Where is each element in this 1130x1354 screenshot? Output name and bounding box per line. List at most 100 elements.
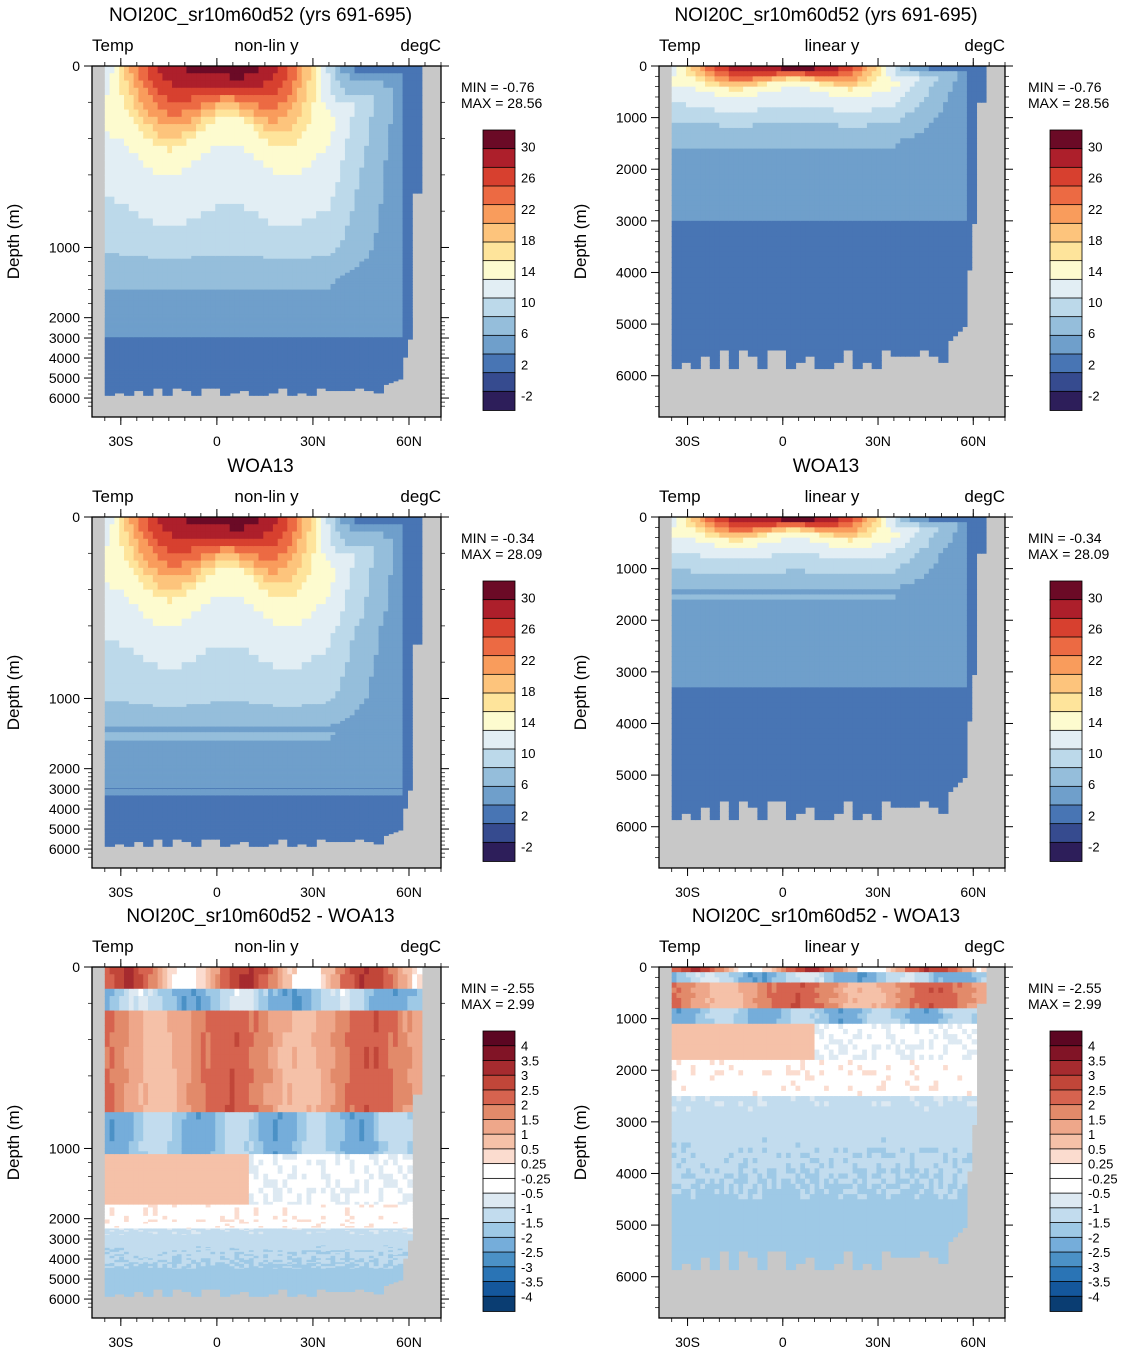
field-cell xyxy=(114,240,119,248)
field-cell xyxy=(186,182,191,190)
field-cell xyxy=(186,211,191,219)
field-cell xyxy=(239,168,244,176)
field-cell xyxy=(143,88,148,96)
field-cell xyxy=(158,131,163,139)
field-cell xyxy=(172,95,177,103)
unit-label: degC xyxy=(400,36,441,55)
field-cell xyxy=(138,189,143,197)
field-cell xyxy=(206,139,211,147)
field-cell xyxy=(201,197,206,205)
field-cell xyxy=(220,73,225,81)
field-cell xyxy=(143,102,148,110)
field-cell xyxy=(143,153,148,161)
field-cell xyxy=(239,240,244,248)
field-cell xyxy=(105,168,110,176)
field-cell xyxy=(249,102,254,110)
field-cell xyxy=(153,102,158,110)
field-cell xyxy=(249,160,254,168)
field-cell xyxy=(167,204,172,212)
field-cell xyxy=(110,189,115,197)
field-cell xyxy=(129,211,134,219)
field-cell xyxy=(148,197,153,205)
field-cell xyxy=(129,73,134,81)
field-cell xyxy=(234,88,239,96)
field-cell xyxy=(162,189,167,197)
field-cell xyxy=(220,240,225,248)
field-cell xyxy=(134,146,139,154)
field-cell xyxy=(167,211,172,219)
field-cell xyxy=(230,168,235,176)
field-cell xyxy=(138,95,143,103)
field-cell xyxy=(182,240,187,248)
field-cell xyxy=(124,395,129,396)
field-cell xyxy=(172,211,177,219)
field-cell xyxy=(129,160,134,168)
field-cell xyxy=(186,160,191,168)
field-cell xyxy=(172,168,177,176)
field-cell xyxy=(206,211,211,219)
field-cell xyxy=(148,226,153,234)
field-cell xyxy=(215,73,220,81)
field-cell xyxy=(158,160,163,168)
field-cell xyxy=(148,139,153,147)
field-cell xyxy=(167,124,172,132)
field-cell xyxy=(239,66,244,74)
field-cell xyxy=(191,395,196,396)
field-cell xyxy=(201,160,206,168)
field-cell xyxy=(134,189,139,197)
field-cell xyxy=(162,88,167,96)
field-cell xyxy=(105,73,110,81)
field-cell xyxy=(220,233,225,241)
field-cell xyxy=(158,240,163,248)
field-cell xyxy=(249,110,254,118)
field-cell xyxy=(119,102,124,110)
field-cell xyxy=(239,124,244,132)
field-cell xyxy=(182,189,187,197)
field-cell xyxy=(158,95,163,103)
field-cell xyxy=(153,189,158,197)
field-cell xyxy=(167,395,172,396)
field-cell xyxy=(182,73,187,81)
field-cell xyxy=(215,110,220,118)
field-cell xyxy=(225,117,230,125)
field-cell xyxy=(201,388,206,389)
field-cell xyxy=(158,175,163,183)
field-cell xyxy=(177,233,182,241)
field-cell xyxy=(225,110,230,118)
field-cell xyxy=(225,131,230,139)
field-cell xyxy=(129,197,134,205)
field-cell xyxy=(225,240,230,248)
field-cell xyxy=(239,117,244,125)
field-cell xyxy=(206,81,211,89)
field-cell xyxy=(105,110,110,118)
field-cell xyxy=(143,226,148,234)
field-cell xyxy=(220,88,225,96)
field-cell xyxy=(119,88,124,96)
field-cell xyxy=(143,211,148,219)
panels-root: NOI20C_sr10m60d52 (yrs 691-695)Temp non-l… xyxy=(4,5,1118,1350)
field-cell xyxy=(191,66,196,74)
field-cell xyxy=(129,66,134,74)
field-cell xyxy=(186,197,191,205)
field-cell xyxy=(196,81,201,89)
field-cell xyxy=(225,197,230,205)
field-cell xyxy=(105,117,110,125)
field-cell xyxy=(105,88,110,96)
field-cell xyxy=(134,110,139,118)
field-cell xyxy=(196,153,201,161)
field-cell xyxy=(244,131,249,139)
field-cell xyxy=(172,73,177,81)
field-cell xyxy=(138,110,143,118)
field-cell xyxy=(153,226,158,234)
field-cell xyxy=(215,88,220,96)
field-cell xyxy=(239,146,244,154)
field-cell xyxy=(158,88,163,96)
field-cell xyxy=(167,81,172,89)
field-cell xyxy=(230,189,235,197)
field-cell xyxy=(158,204,163,212)
field-cell xyxy=(191,168,196,176)
field-cell xyxy=(239,95,244,103)
field-cell xyxy=(220,110,225,118)
field-cell xyxy=(249,131,254,139)
field-cell xyxy=(201,139,206,147)
